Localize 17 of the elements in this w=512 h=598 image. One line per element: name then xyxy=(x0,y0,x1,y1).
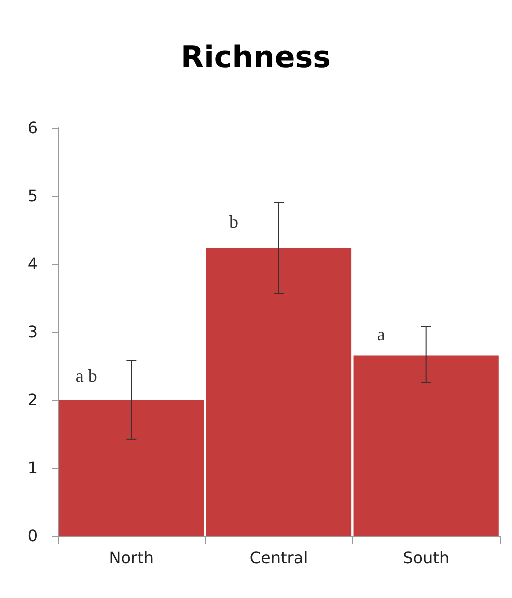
bar xyxy=(206,248,352,536)
x-tick-label: Central xyxy=(250,548,308,568)
y-tick-label: 6 xyxy=(28,118,38,138)
annotation: a xyxy=(377,324,386,345)
x-tick-label: North xyxy=(109,548,154,568)
y-tick-label: 0 xyxy=(28,526,38,546)
y-tick-label: 5 xyxy=(28,186,38,206)
bar xyxy=(354,356,499,536)
y-tick-label: 3 xyxy=(28,322,38,342)
chart-title: Richness xyxy=(181,40,331,76)
annotation: b xyxy=(230,212,238,232)
y-tick-label: 4 xyxy=(28,254,38,274)
x-tick-label: South xyxy=(403,548,450,568)
bar xyxy=(59,400,204,536)
annotation: a b xyxy=(76,366,98,386)
y-tick-label: 1 xyxy=(28,458,38,478)
y-tick-label: 2 xyxy=(28,390,38,410)
